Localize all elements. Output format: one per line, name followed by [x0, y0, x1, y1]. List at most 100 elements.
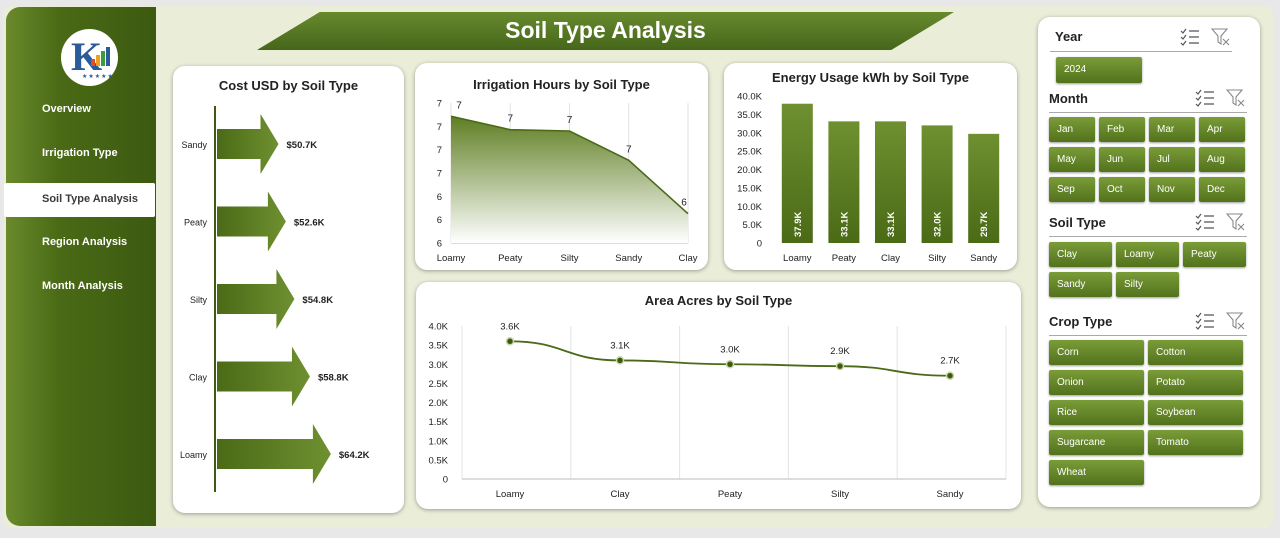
- area-chart: 0 0.5K 1.0K 1.5K 2.0K 2.5K 3.0K 3.5K 4.0K 3.6K Loa…: [428, 321, 1007, 500]
- irrigation-chart-card: Irrigation Hours by Soil Type 6 6 6 7 7 7 7 Loa…: [415, 63, 708, 270]
- month-chip-sep[interactable]: Sep: [1049, 177, 1095, 202]
- irrigation-area: [451, 116, 688, 243]
- month-chip-dec[interactable]: Dec: [1199, 177, 1245, 202]
- area-x-tick: Loamy: [496, 489, 525, 500]
- cost-category-label: Loamy: [180, 450, 208, 460]
- area-y-tick: 1.0K: [428, 436, 448, 447]
- cost-bar: [217, 424, 331, 484]
- energy-data-label: 33.1K: [886, 212, 897, 237]
- month-chip-jul[interactable]: Jul: [1149, 147, 1195, 172]
- soil-chip-silty[interactable]: Silty: [1116, 272, 1179, 297]
- energy-y-tick: 35.0K: [737, 110, 762, 121]
- irrigation-x-tick: Loamy: [437, 253, 466, 264]
- crop-chip-soybean[interactable]: Soybean: [1148, 400, 1243, 425]
- month-chip-oct[interactable]: Oct: [1099, 177, 1145, 202]
- crop-chip-corn[interactable]: Corn: [1049, 340, 1144, 365]
- soil-chip-clay[interactable]: Clay: [1049, 242, 1112, 267]
- energy-x-tick: Silty: [928, 253, 946, 264]
- nav-irrigation-type[interactable]: Irrigation Type: [42, 147, 118, 159]
- month-chip-apr[interactable]: Apr: [1199, 117, 1245, 142]
- irrigation-line: [450, 115, 689, 215]
- clear-filter-icon[interactable]: [1211, 28, 1231, 46]
- cost-chart: Sandy $50.7K Peaty $52.6K Silty $54.8K Clay $58…: [180, 106, 370, 492]
- area-y-tick: 1.5K: [428, 417, 448, 428]
- area-point: [505, 337, 515, 346]
- soil-chip-sandy[interactable]: Sandy: [1049, 272, 1112, 297]
- area-x-tick: Clay: [610, 489, 629, 500]
- month-chip-jan[interactable]: Jan: [1049, 117, 1095, 142]
- month-chip-may[interactable]: May: [1049, 147, 1095, 172]
- irrigation-y-tick: 7: [437, 145, 442, 156]
- irrigation-y-tick: 6: [437, 215, 442, 226]
- crop-chip-rice[interactable]: Rice: [1049, 400, 1144, 425]
- area-data-label: 2.9K: [830, 346, 850, 357]
- energy-y-tick: 25.0K: [737, 147, 762, 158]
- month-slicer-title: Month: [1049, 91, 1088, 106]
- cost-data-label: $64.2K: [339, 450, 370, 461]
- crop-chip-cotton[interactable]: Cotton: [1148, 340, 1243, 365]
- multi-select-icon[interactable]: [1180, 28, 1200, 46]
- energy-chart: 0 5.0K 10.0K 15.0K 20.0K 25.0K 30.0K 35.0K 40.0K…: [737, 92, 1000, 264]
- multi-select-icon[interactable]: [1195, 89, 1215, 107]
- crop-chip-onion[interactable]: Onion: [1049, 370, 1144, 395]
- irrigation-x-tick: Clay: [678, 253, 697, 264]
- crop-chip-tomato[interactable]: Tomato: [1148, 430, 1243, 455]
- nav-overview[interactable]: Overview: [42, 103, 91, 115]
- nav-region-analysis[interactable]: Region Analysis: [42, 236, 128, 248]
- area-x-tick: Sandy: [937, 489, 964, 500]
- energy-data-label: 37.9K: [793, 212, 804, 237]
- energy-chart-title: Energy Usage kWh by Soil Type: [772, 70, 969, 85]
- energy-y-tick: 15.0K: [737, 183, 762, 194]
- irrigation-data-label: 7: [626, 144, 632, 155]
- crop-slicer-title: Crop Type: [1049, 314, 1113, 329]
- nav-soil-type-analysis[interactable]: Soil Type Analysis: [4, 183, 155, 217]
- energy-x-tick: Sandy: [970, 253, 997, 264]
- energy-data-label: 32.0K: [933, 212, 944, 237]
- crop-chip-potato[interactable]: Potato: [1148, 370, 1243, 395]
- title-banner: Soil Type Analysis: [257, 12, 954, 50]
- month-chip-mar[interactable]: Mar: [1149, 117, 1195, 142]
- multi-select-icon[interactable]: [1195, 213, 1215, 231]
- cost-data-label: $54.8K: [302, 295, 333, 306]
- clear-filter-icon[interactable]: [1226, 89, 1246, 107]
- cost-category-label: Clay: [189, 373, 208, 383]
- irrigation-chart: 6 6 6 7 7 7 7 Loamy Peaty Silty Sandy Clay 7 7 7 7 6: [437, 99, 698, 265]
- energy-x-tick: Peaty: [832, 253, 857, 264]
- energy-y-tick: 10.0K: [737, 202, 762, 213]
- energy-bar: [921, 125, 953, 243]
- area-point: [615, 356, 625, 365]
- crop-chip-sugarcane[interactable]: Sugarcane: [1049, 430, 1144, 455]
- area-y-tick: 0.5K: [428, 455, 448, 466]
- multi-select-icon[interactable]: [1195, 312, 1215, 330]
- month-chip-nov[interactable]: Nov: [1149, 177, 1195, 202]
- month-chip-jun[interactable]: Jun: [1099, 147, 1145, 172]
- irrigation-chart-title: Irrigation Hours by Soil Type: [473, 77, 650, 92]
- energy-x-tick: Loamy: [783, 253, 812, 264]
- year-chip-2024[interactable]: 2024: [1056, 57, 1142, 83]
- logo-bars-icon: [91, 46, 111, 66]
- soil-chip-loamy[interactable]: Loamy: [1116, 242, 1179, 267]
- nav-month-analysis[interactable]: Month Analysis: [42, 280, 123, 292]
- cost-bar: [217, 269, 295, 329]
- soil-chip-peaty[interactable]: Peaty: [1183, 242, 1246, 267]
- area-point: [945, 371, 955, 380]
- energy-y-tick: 40.0K: [737, 92, 762, 103]
- soil-slicer-title: Soil Type: [1049, 215, 1106, 230]
- irrigation-y-tick: 7: [437, 99, 442, 110]
- cost-chart-title: Cost USD by Soil Type: [218, 78, 359, 93]
- irrigation-y-tick: 6: [437, 192, 442, 203]
- month-chip-aug[interactable]: Aug: [1199, 147, 1245, 172]
- year-slicer-divider: [1050, 51, 1232, 52]
- area-data-label: 3.6K: [500, 321, 520, 332]
- crop-chip-wheat[interactable]: Wheat: [1049, 460, 1144, 485]
- area-point: [725, 360, 735, 369]
- cost-data-label: $50.7K: [287, 140, 318, 151]
- month-chip-feb[interactable]: Feb: [1099, 117, 1145, 142]
- clear-filter-icon[interactable]: [1226, 213, 1246, 231]
- area-data-label: 2.7K: [940, 356, 960, 367]
- irrigation-data-label: 7: [456, 100, 462, 111]
- energy-data-label: 29.7K: [979, 212, 990, 237]
- energy-data-label: 33.1K: [839, 212, 850, 237]
- clear-filter-icon[interactable]: [1226, 312, 1246, 330]
- energy-y-tick: 0: [757, 239, 762, 250]
